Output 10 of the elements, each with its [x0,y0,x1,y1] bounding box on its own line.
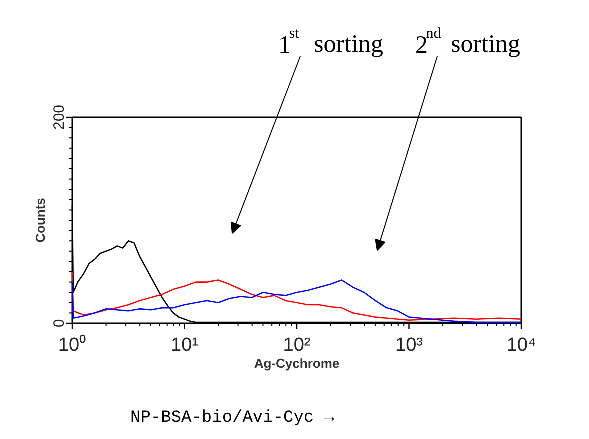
y-tick-label: 0 [51,319,68,328]
x-tick-label: 10² [283,335,311,356]
y-axis-title: Counts [33,198,48,243]
text: NP-BSA-bio/Avi-Cyc → [130,409,336,428]
x-tick-label: 10⁰ [58,334,87,356]
x-axis-title: Ag-Cychrome [254,356,340,371]
x-tick-label: 10⁴ [506,335,536,356]
x-tick-label: 10³ [396,335,423,356]
y-tick-label: 200 [51,104,68,130]
x-tick-label: 10¹ [171,335,198,356]
